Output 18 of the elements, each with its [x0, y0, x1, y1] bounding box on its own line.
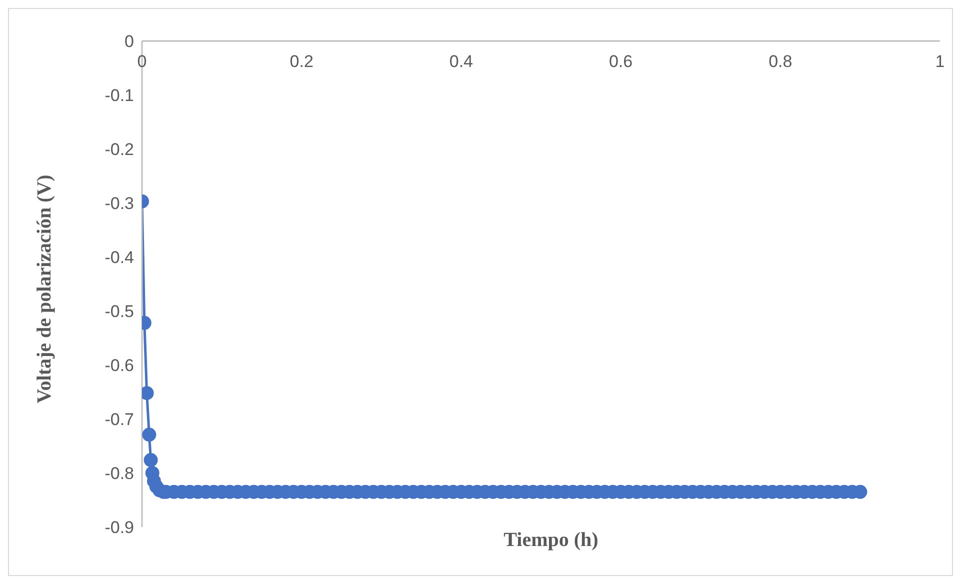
x-tick-label: 0: [137, 52, 147, 72]
y-tick-label: 0: [124, 32, 134, 52]
y-tick-label: -0.8: [104, 464, 134, 484]
x-axis-title: Tiempo (h): [502, 529, 600, 552]
x-tick-label: 1: [935, 52, 945, 72]
x-tick-label: 0.8: [768, 52, 792, 72]
y-tick-label: -0.9: [104, 518, 134, 538]
y-tick-label: -0.3: [104, 194, 134, 214]
y-tick-label: -0.5: [104, 302, 134, 322]
y-tick-label: -0.4: [104, 248, 134, 268]
y-tick-label: -0.7: [104, 410, 134, 430]
y-tick-label: -0.1: [104, 86, 134, 106]
y-tick-label: -0.6: [104, 356, 134, 376]
x-tick-label: 0.2: [290, 52, 314, 72]
x-tick-label: 0.6: [608, 52, 633, 72]
y-tick-label: -0.2: [104, 140, 134, 160]
x-tick-label: 0.4: [449, 52, 474, 72]
y-axis-title: Voltaje de polarización (V): [34, 174, 56, 404]
